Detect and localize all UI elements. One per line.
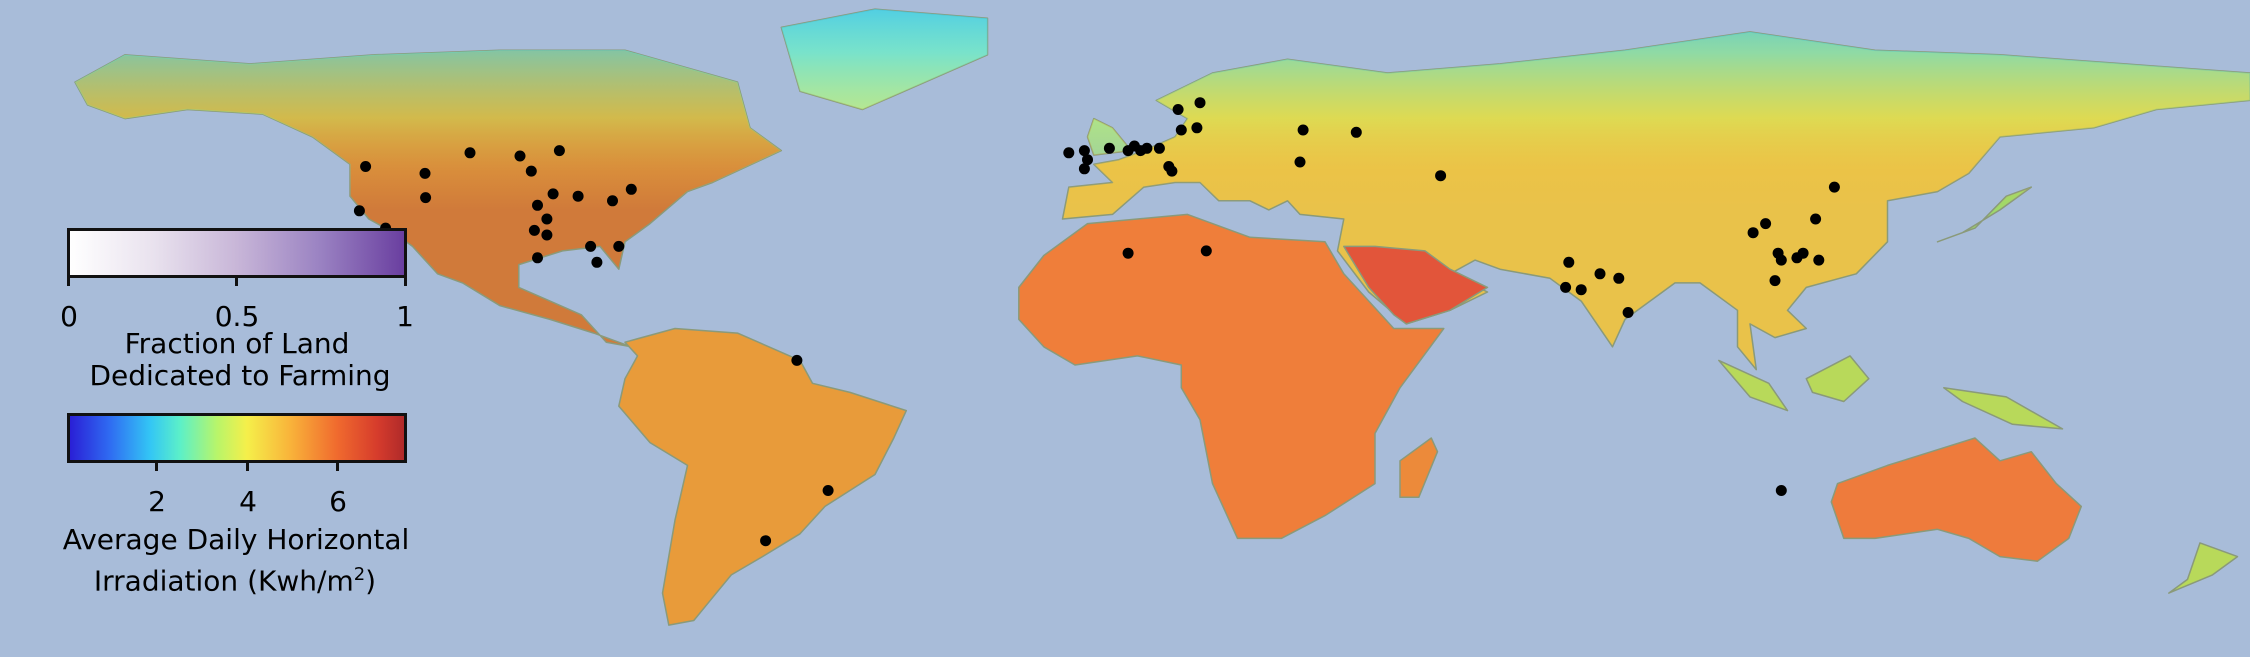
city-marker <box>1082 154 1093 166</box>
city-marker <box>1200 245 1212 257</box>
city-marker <box>420 192 432 204</box>
farming-colorbar <box>67 228 407 278</box>
city-marker <box>791 354 803 366</box>
irradiation-legend-title-line2: Irradiation (Kwh/m2) <box>94 558 376 598</box>
city-marker <box>1063 147 1075 159</box>
city-marker <box>822 485 834 496</box>
city-marker <box>613 240 625 252</box>
city-marker <box>541 229 553 241</box>
irradiation-tick-4 <box>246 463 249 471</box>
city-marker <box>591 256 603 268</box>
city-marker <box>1810 213 1822 225</box>
city-marker <box>1141 142 1153 154</box>
city-marker <box>1191 122 1203 134</box>
city-marker <box>1078 145 1090 157</box>
irradiation-tick-2 <box>155 463 158 471</box>
city-marker <box>1563 256 1575 268</box>
city-marker <box>572 190 584 202</box>
city-marker <box>532 199 543 211</box>
city-marker <box>547 188 559 200</box>
city-marker <box>528 224 540 236</box>
farming-legend-title-line1: Fraction of Land <box>124 327 350 360</box>
city-marker <box>419 167 431 179</box>
city-marker <box>1828 181 1840 193</box>
city-marker <box>1575 284 1587 296</box>
farming-tick-label-1: 1 <box>396 300 414 333</box>
irradiation-tick-label-2: 2 <box>148 485 166 518</box>
city-marker <box>1297 124 1309 136</box>
city-marker <box>553 145 565 157</box>
city-marker <box>1613 272 1625 284</box>
farming-tick-05 <box>235 278 238 286</box>
city-marker <box>1747 227 1759 239</box>
farming-legend-title-line2: Dedicated to Farming <box>89 359 391 392</box>
irradiation-legend-title-line1: Average Daily Horizontal <box>62 523 410 556</box>
city-marker <box>1594 268 1606 280</box>
city-marker <box>525 165 537 177</box>
city-marker <box>1760 218 1772 230</box>
city-marker <box>1775 485 1787 496</box>
city-marker <box>1194 97 1206 109</box>
city-marker <box>514 150 526 162</box>
farming-tick-label-0.5: 0.5 <box>214 300 260 333</box>
city-marker <box>585 240 597 252</box>
city-marker <box>607 195 618 207</box>
city-marker <box>1775 254 1787 266</box>
city-marker <box>1172 104 1184 115</box>
city-marker <box>464 147 476 159</box>
city-marker <box>360 161 372 172</box>
city-marker <box>1560 281 1572 293</box>
city-marker <box>625 183 637 195</box>
irradiation-tick-label-4: 4 <box>239 485 257 518</box>
city-marker <box>1797 247 1809 259</box>
irradiation-title-prefix: Irradiation (Kwh/m <box>93 564 354 598</box>
city-marker <box>1813 254 1825 266</box>
irradiation-tick-6 <box>336 463 339 471</box>
city-marker <box>1122 247 1134 259</box>
city-marker <box>1103 142 1115 154</box>
farming-tick-0 <box>67 278 70 286</box>
city-marker <box>1175 124 1187 136</box>
city-marker <box>541 213 553 225</box>
city-marker <box>1294 156 1306 168</box>
irradiation-tick-label-6: 6 <box>329 485 347 518</box>
city-marker <box>1622 307 1634 318</box>
city-marker <box>1435 170 1447 182</box>
city-marker <box>1153 142 1165 154</box>
city-marker <box>532 252 543 264</box>
irradiation-title-suffix: ) <box>365 564 377 598</box>
city-marker <box>1078 163 1090 175</box>
city-marker <box>1350 126 1362 138</box>
farming-tick-1 <box>404 278 407 286</box>
farming-tick-label-0: 0 <box>60 300 78 333</box>
city-marker <box>1769 275 1781 287</box>
city-marker <box>353 205 365 217</box>
irradiation-title-superscript: 2 <box>353 564 366 585</box>
irradiation-colorbar <box>67 413 407 463</box>
city-marker <box>1166 165 1178 177</box>
city-marker <box>760 535 772 547</box>
